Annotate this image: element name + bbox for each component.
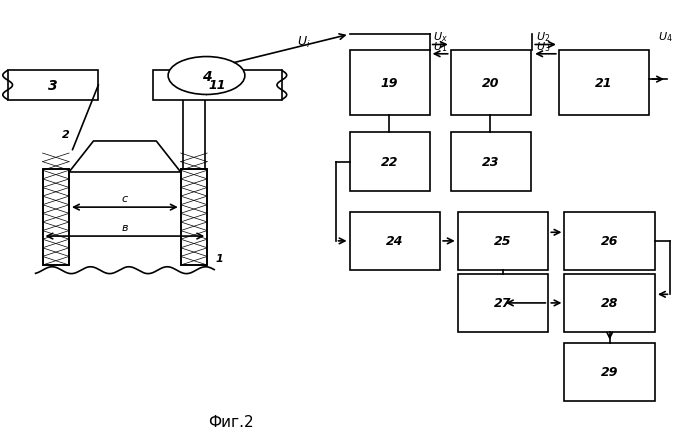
Text: 4: 4	[202, 69, 211, 83]
Bar	[8, 71, 99, 100]
Text: 19: 19	[381, 77, 398, 90]
Text: c: c	[122, 194, 128, 204]
Text: 27: 27	[494, 297, 512, 310]
Bar	[564, 274, 655, 332]
Text: $U_x$: $U_x$	[433, 31, 448, 44]
Text: 3: 3	[48, 79, 58, 93]
Text: 25: 25	[494, 235, 512, 248]
Bar	[564, 212, 655, 271]
Bar	[559, 50, 649, 116]
Bar	[350, 212, 440, 271]
Text: Фиг.2: Фиг.2	[208, 414, 254, 429]
Bar	[43, 169, 69, 265]
Bar	[451, 133, 531, 191]
Text: $U_i$: $U_i$	[298, 35, 311, 49]
Text: 2: 2	[62, 130, 69, 140]
Text: 23: 23	[482, 156, 500, 169]
Bar	[458, 274, 548, 332]
Text: 11: 11	[208, 79, 226, 92]
Text: 26: 26	[601, 235, 619, 248]
Text: $U_2$: $U_2$	[535, 31, 550, 44]
Text: 28: 28	[601, 297, 619, 310]
Polygon shape	[69, 141, 180, 173]
Text: $U_4$: $U_4$	[658, 31, 672, 44]
Bar	[458, 212, 548, 271]
Bar	[350, 50, 430, 116]
Bar	[153, 71, 282, 100]
Circle shape	[168, 57, 245, 95]
Bar	[43, 169, 69, 265]
Text: $U_3$: $U_3$	[535, 40, 550, 53]
Text: 20: 20	[482, 77, 500, 90]
Bar	[180, 169, 207, 265]
Text: 29: 29	[601, 365, 619, 378]
Bar	[451, 50, 531, 116]
Bar	[180, 169, 207, 265]
Text: 24: 24	[386, 235, 403, 248]
Text: в: в	[122, 223, 128, 233]
Bar	[350, 133, 430, 191]
Bar	[564, 343, 655, 401]
Text: 21: 21	[596, 77, 613, 90]
Text: 1: 1	[215, 254, 223, 264]
Text: $U_1$: $U_1$	[433, 40, 447, 53]
Text: 22: 22	[381, 156, 398, 169]
